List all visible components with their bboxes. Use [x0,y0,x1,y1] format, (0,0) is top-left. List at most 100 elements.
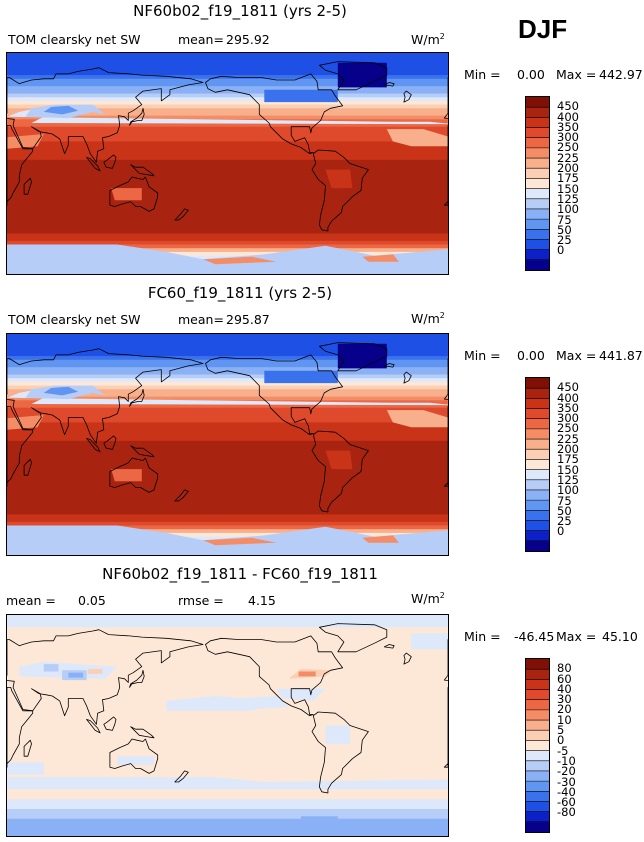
heatmap-band [7,64,448,69]
colorbar-tick-label: 0 [557,733,565,748]
heatmap-band [7,359,448,365]
panel2-colorbar-labels: 450 400 350 300 250 225 200 175 150 125 100 75 50 25 0 [557,377,597,552]
colorbar-swatch [526,730,549,741]
heatmap-band [7,341,448,346]
heatmap-band [7,207,448,212]
heatmap-band [7,466,448,471]
heatmap-band [7,185,448,190]
heatmap-band [7,145,448,150]
heatmap-band [7,381,448,387]
heatmap-band [7,481,448,486]
colorbar-swatch [526,689,549,701]
heatmap-band [7,418,448,423]
panel2-mean-value: 295.87 [226,312,270,327]
colorbar-tick-label: 40 [557,681,572,696]
heatmap-band [7,167,448,172]
colorbar-swatch [526,398,549,409]
heatmap-band [7,137,448,142]
heatmap-band [7,451,448,457]
land-feature [7,134,44,149]
heatmap-band [7,222,448,227]
coastline [319,61,388,91]
heatmap-band [7,126,448,131]
colorbar-tick-label: 150 [557,181,579,196]
heatmap-band [7,178,448,183]
heatmap-band [7,407,448,412]
diff-region [190,696,289,711]
coastline [383,82,395,87]
diff-region [411,633,448,650]
coastline [129,669,145,688]
land-feature [43,105,79,115]
colorbar-swatch [526,239,549,251]
heatmap-band [7,507,448,512]
heatmap-band [7,215,448,220]
colorbar-tick-label: 450 [557,380,579,395]
heatmap-band [7,396,448,401]
colorbar-swatch [526,760,549,772]
colorbar-swatch [526,208,549,220]
coastline [23,739,32,757]
colorbar-swatch [526,188,549,200]
colorbar-swatch [526,198,549,210]
panel2-colorbar-svg [526,378,549,552]
panel1-map-svg [7,53,448,274]
colorbar-swatch [526,107,549,118]
diff-region [87,669,103,674]
coastline [205,354,343,436]
colorbar-swatch [526,147,549,159]
panel3-colorbar-labels: 80 60 40 30 20 10 5 0 -5 -10 -20 -30 -40 -60 -80 [557,658,597,833]
heatmap-band [7,370,448,376]
land-feature [43,386,79,396]
panel2-max-label: Max = [556,348,597,363]
coastline [130,726,155,739]
land-feature [386,410,448,428]
heatmap-band [7,492,448,497]
heatmap-band [7,392,448,398]
panel1-map [6,52,449,275]
panel2-title: FC60_f19_1811 (yrs 2-5) [147,284,333,302]
panel3-mean-value: 0.05 [78,593,106,608]
heatmap-band [7,485,448,490]
colorbar-swatch [526,720,549,731]
coastline [86,157,101,172]
colorbar-swatch [526,770,549,782]
colorbar-tick-label: 250 [557,421,579,436]
coastline [319,623,388,653]
panel2-units: W/m2 [411,311,445,327]
heatmap-band [7,71,448,76]
coastline [23,177,32,195]
colorbar-tick-label: 50 [557,503,572,518]
heatmap-band [7,100,448,106]
heatmap-band [7,75,448,80]
coastline [109,738,159,774]
colorbar-swatch [526,520,549,532]
panel3-map-svg [7,615,448,836]
heatmap-band [7,422,448,427]
coastline [7,629,204,725]
colorbar-swatch [526,540,549,552]
colorbar-swatch [526,669,549,680]
heatmap-band [7,226,448,231]
heatmap-band [7,503,448,508]
colorbar-swatch [526,449,549,460]
coastline [129,107,145,126]
colorbar-tick-label: 30 [557,692,572,707]
colorbar-swatch [526,158,549,169]
colorbar-tick-label: 25 [557,514,572,529]
coastline [383,363,395,368]
panel2-min-label: Min = [464,348,501,363]
colorbar-tick-label: 250 [557,140,579,155]
panel2-max-value: 441.87 [599,348,643,363]
colorbar-swatch [526,418,549,430]
colorbar-swatch [526,500,549,511]
heatmap-band [7,174,448,179]
colorbar-tick-label: 0 [557,243,565,258]
colorbar-tick-label: 125 [557,472,579,487]
coastline [86,438,101,453]
colorbar-tick-label: 225 [557,431,579,446]
panel1-min-label: Min = [464,67,501,82]
heatmap-band [7,181,448,187]
heatmap-band [7,244,448,249]
colorbar-tick-label: 75 [557,493,572,508]
